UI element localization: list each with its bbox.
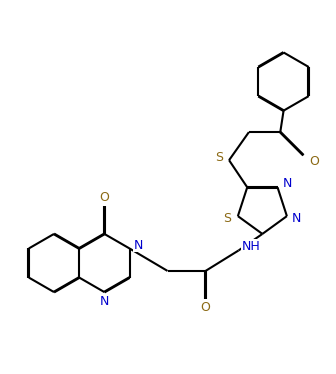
Text: N: N (100, 295, 109, 308)
Text: S: S (223, 212, 231, 225)
Text: O: O (309, 155, 319, 168)
Text: O: O (201, 301, 210, 314)
Text: NH: NH (242, 240, 260, 253)
Text: N: N (134, 239, 143, 252)
Text: N: N (292, 212, 301, 225)
Text: N: N (283, 178, 292, 190)
Text: S: S (215, 151, 223, 164)
Text: O: O (99, 190, 109, 203)
